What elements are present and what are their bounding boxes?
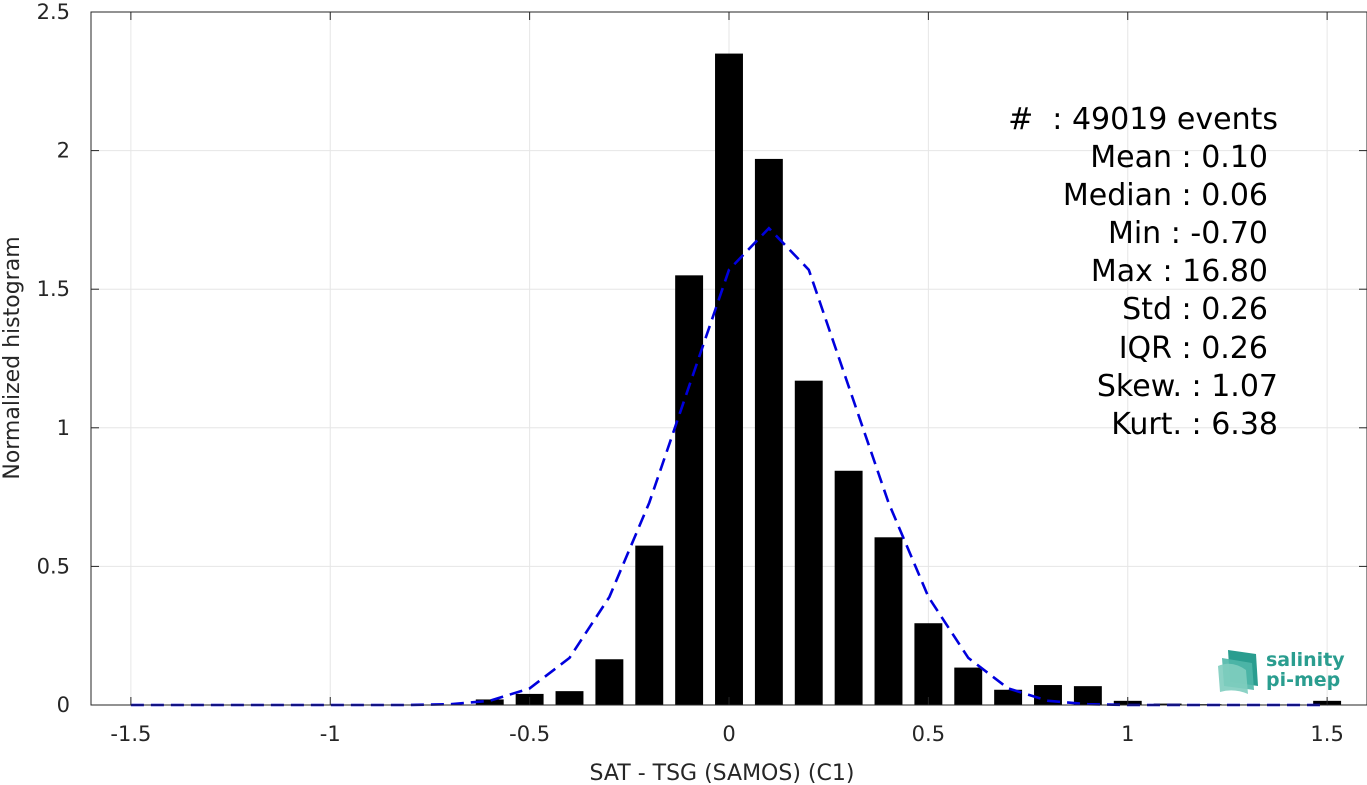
x-tick-label: -0.5 bbox=[509, 722, 550, 746]
histogram-bar bbox=[914, 623, 943, 705]
stat-max: Max : 16.80 bbox=[1091, 254, 1268, 289]
y-tick-label: 0.5 bbox=[37, 554, 70, 578]
histogram-bar bbox=[994, 689, 1023, 705]
histogram-bars bbox=[475, 53, 1342, 705]
stat-min: Min : -0.70 bbox=[1108, 216, 1268, 251]
histogram-bar bbox=[555, 691, 584, 705]
x-tick-label: 0 bbox=[722, 722, 735, 746]
y-tick-label: 0 bbox=[57, 693, 70, 717]
histogram-bar bbox=[475, 699, 504, 705]
stat-std: Std : 0.26 bbox=[1122, 292, 1268, 327]
salinity-pi-mep-logo: salinity pi-mep bbox=[1218, 649, 1345, 694]
logo-text-line1: salinity bbox=[1266, 649, 1345, 671]
y-axis-title: Normalized histogram bbox=[0, 236, 25, 479]
stat-skew: Skew. : 1.07 bbox=[1097, 369, 1278, 404]
y-tick-label: 1 bbox=[57, 416, 70, 440]
x-tick-label: 1.5 bbox=[1310, 722, 1343, 746]
histogram-bar bbox=[834, 470, 863, 705]
statistics-annotation: # : 49019 events Mean : 0.10 Median : 0.… bbox=[1008, 102, 1278, 442]
histogram-bar bbox=[754, 158, 783, 705]
y-tick-label: 2 bbox=[57, 139, 70, 163]
stat-iqr: IQR : 0.26 bbox=[1119, 331, 1268, 366]
histogram-bar bbox=[874, 537, 903, 705]
histogram-bar bbox=[954, 667, 983, 705]
y-tick-label: 1.5 bbox=[37, 277, 70, 301]
x-tick-label: -1.5 bbox=[110, 722, 151, 746]
histogram-bar bbox=[1073, 686, 1102, 705]
x-tick-label: 0.5 bbox=[912, 722, 945, 746]
x-tick-label: -1 bbox=[320, 722, 341, 746]
stat-kurt: Kurt. : 6.38 bbox=[1111, 407, 1278, 442]
stat-count: # : 49019 events bbox=[1008, 102, 1278, 137]
y-tick-label: 2.5 bbox=[37, 0, 70, 24]
histogram-bar bbox=[715, 53, 743, 705]
logo-waves-icon bbox=[1218, 650, 1258, 694]
x-tick-label: 1 bbox=[1121, 722, 1134, 746]
axis-ticks: -1.5 -1 -0.5 0 0.5 1 1.5 0 0.5 1 1.5 2 2.5 bbox=[37, 0, 1367, 746]
histogram-bar bbox=[675, 275, 704, 705]
x-axis-title: SAT - TSG (SAMOS) (C1) bbox=[590, 761, 855, 785]
stat-mean: Mean : 0.10 bbox=[1090, 140, 1268, 175]
stat-median: Median : 0.06 bbox=[1063, 178, 1268, 213]
logo-text-line2: pi-mep bbox=[1266, 669, 1340, 691]
histogram-bar bbox=[1034, 685, 1062, 705]
histogram-bar bbox=[794, 380, 823, 705]
histogram-bar bbox=[635, 545, 664, 705]
histogram-bar bbox=[595, 659, 624, 705]
